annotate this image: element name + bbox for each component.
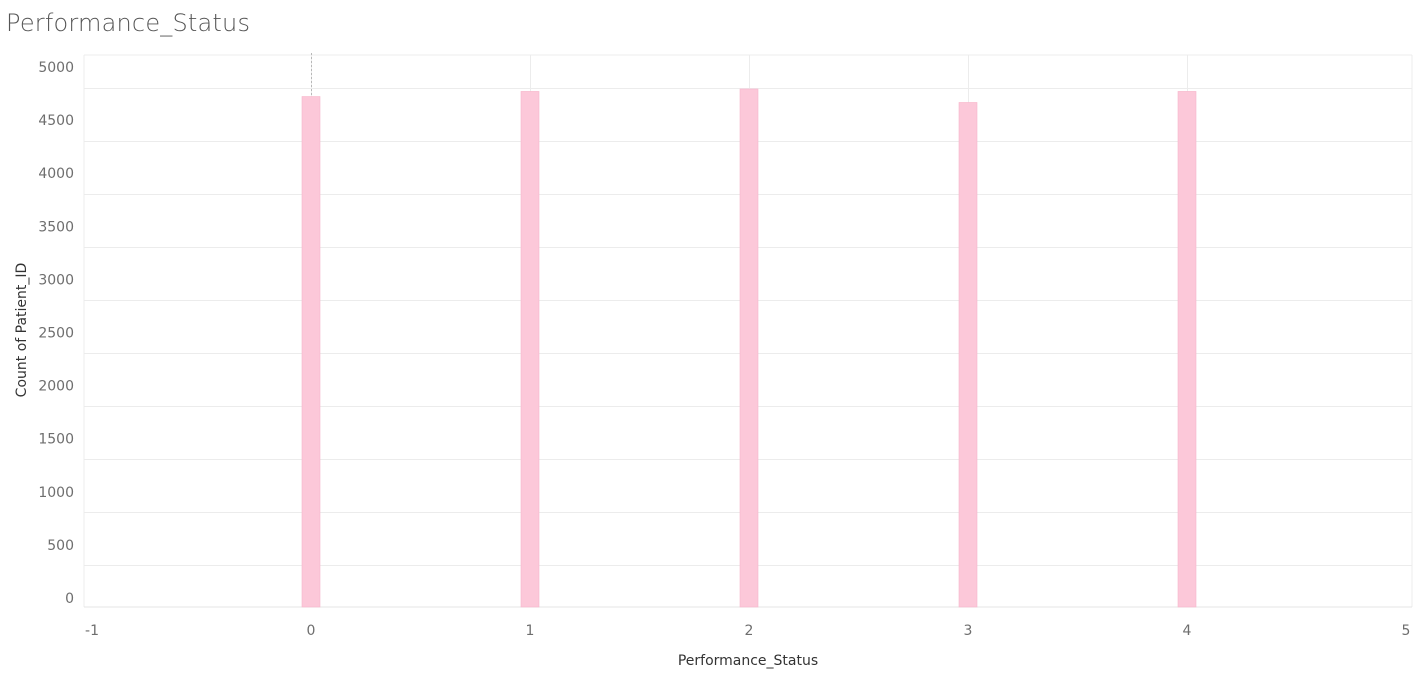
x-tick-label: 1 [526, 623, 535, 639]
y-tick-label: 0 [65, 591, 74, 607]
y-tick-label: 4500 [38, 113, 74, 129]
bars [301, 88, 1197, 608]
x-tick-label: 5 [1402, 623, 1411, 639]
y-tick-label: 3000 [38, 272, 74, 288]
bar[interactable] [301, 96, 321, 608]
x-tick-label: 2 [745, 623, 754, 639]
y-tick-label: 2000 [38, 379, 74, 395]
bar[interactable] [958, 102, 978, 608]
y-tick-label: 3500 [38, 219, 74, 235]
y-tick-label: 5000 [38, 60, 74, 76]
x-axis: -1 0 1 2 3 4 5 [85, 623, 1410, 639]
chart-title: Performance_Status [6, 9, 251, 37]
bar[interactable] [1177, 91, 1197, 608]
y-axis-title: Count of Patient_ID [14, 263, 30, 398]
bar[interactable] [520, 91, 540, 608]
y-tick-label: 1000 [38, 485, 74, 501]
y-tick-label: 1500 [38, 432, 74, 448]
bar[interactable] [739, 88, 759, 608]
y-axis: 0 500 1000 1500 2000 2500 3000 3500 4000 4500 5000 [38, 60, 74, 607]
y-tick-label: 2500 [38, 326, 74, 342]
x-tick-label: -1 [85, 623, 99, 639]
x-tick-label: 4 [1183, 623, 1192, 639]
x-axis-title: Performance_Status [678, 653, 818, 669]
y-tick-label: 500 [47, 538, 74, 554]
y-tick-label: 4000 [38, 166, 74, 182]
x-tick-label: 0 [307, 623, 316, 639]
x-tick-label: 3 [964, 623, 973, 639]
